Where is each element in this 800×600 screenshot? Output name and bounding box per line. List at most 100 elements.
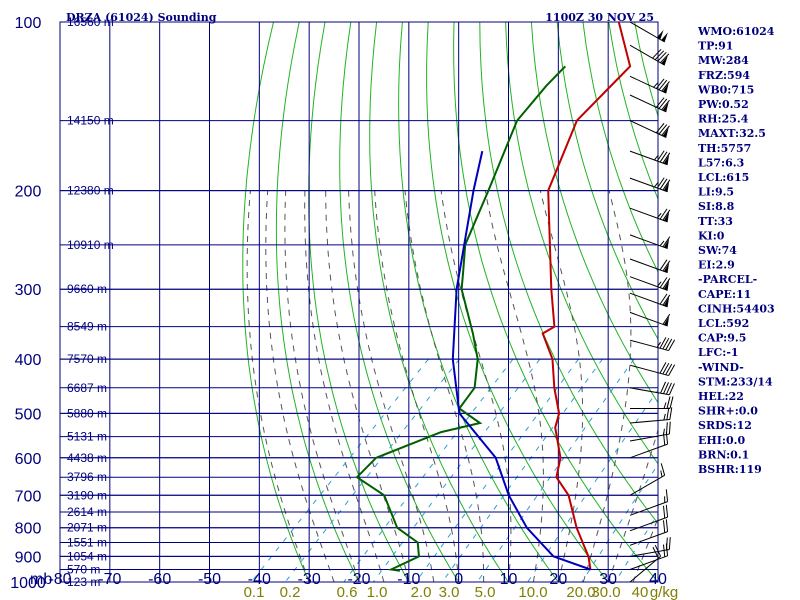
moist-adiabat: [484, 190, 544, 582]
pressure-tick-label: 700: [15, 488, 42, 505]
temperature-line: [541, 22, 632, 570]
temp-tick-label: -30: [298, 571, 321, 588]
barb-flag: [659, 178, 668, 190]
mixing-ratio-label: 0.1: [244, 584, 265, 600]
wind-barb: [629, 177, 671, 193]
height-label: 12380 m: [67, 184, 114, 198]
barb-flag: [662, 152, 671, 164]
barb-shaft: [629, 555, 668, 570]
barb-flag: [660, 381, 667, 394]
temp-tick-label: 40: [649, 571, 667, 588]
height-label: 7570 m: [67, 352, 107, 366]
height-label: 3796 m: [67, 470, 107, 484]
barb-flag: [665, 489, 669, 502]
index-item: TT:33: [698, 215, 733, 228]
barb-shaft: [629, 258, 668, 274]
wind-barb: [629, 311, 671, 327]
wind-barb: [629, 75, 670, 94]
moist-adiabat: [304, 190, 385, 582]
barb-flag: [665, 543, 669, 556]
dry-adiabat: [242, 22, 310, 582]
barb-flag: [661, 125, 670, 136]
pressure-unit-label: mb: [30, 571, 52, 588]
barb-half-flag: [654, 181, 659, 188]
wind-barb: [629, 292, 671, 308]
barb-half-flag: [664, 496, 666, 503]
barb-shaft: [629, 433, 670, 442]
barb-flag: [654, 544, 662, 557]
chart-time: 1100Z 30 NOV 25: [545, 11, 654, 24]
mixing-ratio-label: 1.0: [367, 584, 388, 600]
wind-barb: [629, 94, 670, 113]
wind-barb: [629, 258, 671, 274]
barb-flag: [668, 537, 671, 550]
barb-flag: [665, 504, 669, 518]
barb-flag: [659, 337, 667, 349]
wind-barb: [629, 337, 676, 352]
barb-shaft: [629, 474, 665, 496]
barb-flag: [665, 519, 669, 532]
barb-flag: [658, 124, 668, 135]
barb-flag: [669, 396, 674, 409]
index-item: LI:9.5: [698, 186, 734, 199]
index-item: WMO:61024: [697, 25, 775, 38]
wind-barbs: [629, 21, 676, 583]
index-item: CINH:54403: [698, 302, 775, 315]
barb-shaft: [629, 364, 669, 377]
wind-barb: [629, 431, 669, 459]
index-item: -PARCEL-: [698, 273, 757, 286]
barb-flag: [668, 339, 676, 351]
barb-flag: [659, 277, 668, 288]
barb-pennant: [662, 83, 669, 94]
wind-barb: [629, 381, 675, 396]
barb-pennant: [663, 238, 670, 249]
grid-lines: [60, 22, 800, 582]
height-label: 1054 m: [67, 549, 107, 563]
temp-tick-label: -80: [48, 571, 71, 588]
index-item: HEL:22: [698, 390, 744, 403]
index-item: KI:0: [698, 229, 725, 242]
barb-flag: [659, 151, 668, 163]
mixing-ratio-line: [251, 358, 429, 582]
pressure-tick-label: 900: [15, 549, 42, 566]
height-label: 8549 m: [67, 320, 107, 334]
barb-half-flag: [654, 154, 659, 161]
dry-adiabat: [789, 22, 800, 582]
barb-flag: [659, 362, 667, 374]
mixing-ratio-line: [441, 358, 603, 582]
index-item: MAXT:32.5: [698, 127, 766, 140]
chart-series: [355, 22, 632, 572]
temp-tick-label: 20: [549, 571, 567, 588]
barb-shaft: [629, 276, 668, 291]
barb-shaft: [629, 531, 668, 546]
index-item: SI:8.8: [698, 200, 735, 213]
pressure-tick-label: 600: [15, 451, 42, 468]
pressure-tick-label: 500: [15, 406, 42, 423]
index-item: RH:25.4: [698, 113, 749, 126]
moist-adiabat: [284, 190, 360, 582]
barb-flag: [662, 520, 666, 533]
barb-flag: [658, 98, 668, 109]
mixing-ratio-label: 5.0: [475, 584, 496, 600]
barb-shaft: [629, 516, 668, 532]
height-label: 16560 m: [67, 15, 114, 29]
barb-pennant: [662, 127, 669, 138]
barb-flag: [662, 313, 671, 325]
pressure-tick-label: 200: [15, 184, 42, 201]
series-group: [355, 22, 632, 572]
mixing-ratio-line: [343, 358, 514, 582]
wind-barb: [629, 276, 671, 291]
barb-shaft: [629, 94, 667, 113]
barb-flag: [659, 208, 668, 220]
barb-pennant: [661, 32, 668, 42]
mixing-ratio-label: 20.0: [566, 584, 595, 600]
chart-grid: [59, 21, 800, 583]
barb-flag: [658, 79, 668, 91]
barb-flag: [665, 363, 673, 376]
moist-adiabat: [632, 517, 658, 582]
wind-barb: [630, 396, 674, 409]
wind-barb: [629, 421, 671, 442]
barb-flag: [652, 546, 659, 559]
height-label: 5131 m: [67, 430, 107, 444]
index-item: L57:6.3: [698, 156, 744, 169]
